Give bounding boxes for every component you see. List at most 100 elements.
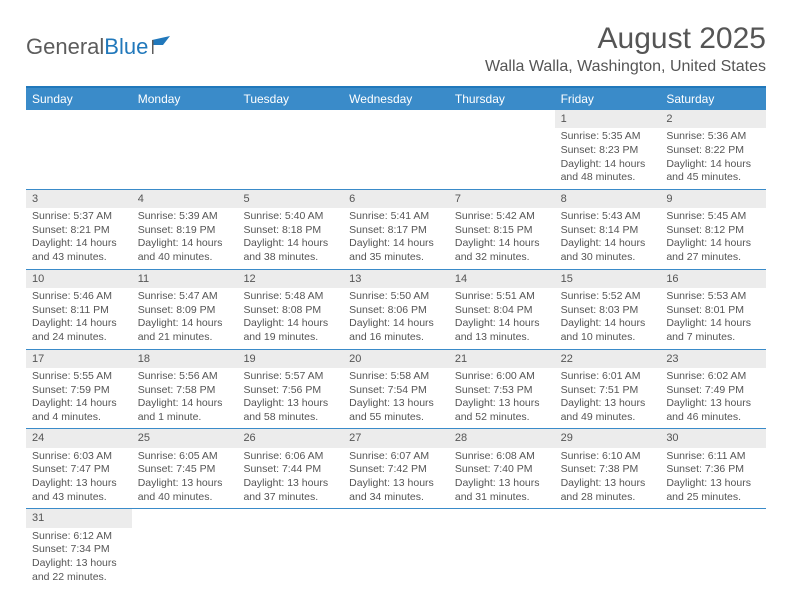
day-line: Sunrise: 5:43 AM <box>561 210 655 224</box>
day-line: Daylight: 13 hours <box>455 397 549 411</box>
day-line: Sunrise: 5:57 AM <box>243 370 337 384</box>
day-line: Sunrise: 5:53 AM <box>666 290 760 304</box>
day-content <box>449 128 555 134</box>
day-line: and 27 minutes. <box>666 251 760 265</box>
day-line: Sunrise: 5:41 AM <box>349 210 443 224</box>
day-line: Daylight: 13 hours <box>32 557 126 571</box>
day-number: 10 <box>26 270 132 288</box>
day-header-cell: Wednesday <box>343 88 449 110</box>
day-line: Sunrise: 6:06 AM <box>243 450 337 464</box>
day-line: Daylight: 14 hours <box>138 397 232 411</box>
day-number: 6 <box>343 190 449 208</box>
day-line: Sunset: 8:23 PM <box>561 144 655 158</box>
day-line: Sunrise: 5:47 AM <box>138 290 232 304</box>
day-content <box>237 128 343 134</box>
calendar-cell <box>555 509 661 588</box>
calendar-cell <box>449 509 555 588</box>
calendar-cell: 11Sunrise: 5:47 AMSunset: 8:09 PMDayligh… <box>132 270 238 349</box>
day-content: Sunrise: 6:03 AMSunset: 7:47 PMDaylight:… <box>26 448 132 509</box>
day-content: Sunrise: 5:35 AMSunset: 8:23 PMDaylight:… <box>555 128 661 189</box>
day-line: Sunrise: 6:12 AM <box>32 530 126 544</box>
calendar-cell: 3Sunrise: 5:37 AMSunset: 8:21 PMDaylight… <box>26 190 132 269</box>
calendar-cell: 16Sunrise: 5:53 AMSunset: 8:01 PMDayligh… <box>660 270 766 349</box>
day-number: 24 <box>26 429 132 447</box>
day-content: Sunrise: 5:50 AMSunset: 8:06 PMDaylight:… <box>343 288 449 349</box>
calendar-cell: 26Sunrise: 6:06 AMSunset: 7:44 PMDayligh… <box>237 429 343 508</box>
day-line: Daylight: 14 hours <box>561 317 655 331</box>
logo: GeneralBlue <box>26 34 174 60</box>
day-line: and 24 minutes. <box>32 331 126 345</box>
day-line: Daylight: 14 hours <box>455 317 549 331</box>
day-line: Sunset: 8:03 PM <box>561 304 655 318</box>
calendar-cell: 21Sunrise: 6:00 AMSunset: 7:53 PMDayligh… <box>449 350 555 429</box>
week-row: 24Sunrise: 6:03 AMSunset: 7:47 PMDayligh… <box>26 429 766 509</box>
day-line: Sunrise: 5:45 AM <box>666 210 760 224</box>
day-line: Sunrise: 5:35 AM <box>561 130 655 144</box>
day-line: Sunset: 7:54 PM <box>349 384 443 398</box>
day-line: Sunset: 7:56 PM <box>243 384 337 398</box>
day-content: Sunrise: 5:46 AMSunset: 8:11 PMDaylight:… <box>26 288 132 349</box>
calendar-cell: 24Sunrise: 6:03 AMSunset: 7:47 PMDayligh… <box>26 429 132 508</box>
day-line: Sunrise: 6:07 AM <box>349 450 443 464</box>
day-line: Daylight: 14 hours <box>32 317 126 331</box>
day-line: and 1 minute. <box>138 411 232 425</box>
day-number: 14 <box>449 270 555 288</box>
day-content <box>237 528 343 534</box>
day-number: 30 <box>660 429 766 447</box>
logo-text-2: Blue <box>104 34 148 60</box>
day-line: and 16 minutes. <box>349 331 443 345</box>
logo-text-1: General <box>26 34 104 60</box>
day-content: Sunrise: 5:45 AMSunset: 8:12 PMDaylight:… <box>660 208 766 269</box>
day-header-cell: Monday <box>132 88 238 110</box>
day-line: Sunrise: 6:10 AM <box>561 450 655 464</box>
day-line: and 31 minutes. <box>455 491 549 505</box>
day-content: Sunrise: 5:55 AMSunset: 7:59 PMDaylight:… <box>26 368 132 429</box>
day-line: Sunset: 8:01 PM <box>666 304 760 318</box>
day-line: Sunrise: 6:00 AM <box>455 370 549 384</box>
day-content: Sunrise: 5:58 AMSunset: 7:54 PMDaylight:… <box>343 368 449 429</box>
day-line: Sunset: 7:38 PM <box>561 463 655 477</box>
day-content: Sunrise: 6:07 AMSunset: 7:42 PMDaylight:… <box>343 448 449 509</box>
calendar-cell: 7Sunrise: 5:42 AMSunset: 8:15 PMDaylight… <box>449 190 555 269</box>
calendar-cell: 15Sunrise: 5:52 AMSunset: 8:03 PMDayligh… <box>555 270 661 349</box>
calendar-cell: 8Sunrise: 5:43 AMSunset: 8:14 PMDaylight… <box>555 190 661 269</box>
day-content <box>660 528 766 534</box>
day-content: Sunrise: 5:43 AMSunset: 8:14 PMDaylight:… <box>555 208 661 269</box>
day-line: Daylight: 13 hours <box>561 397 655 411</box>
calendar-cell: 9Sunrise: 5:45 AMSunset: 8:12 PMDaylight… <box>660 190 766 269</box>
day-line: Sunrise: 5:40 AM <box>243 210 337 224</box>
day-content: Sunrise: 6:02 AMSunset: 7:49 PMDaylight:… <box>660 368 766 429</box>
day-content: Sunrise: 6:10 AMSunset: 7:38 PMDaylight:… <box>555 448 661 509</box>
day-content: Sunrise: 5:40 AMSunset: 8:18 PMDaylight:… <box>237 208 343 269</box>
day-line: Daylight: 14 hours <box>666 158 760 172</box>
day-header-row: SundayMondayTuesdayWednesdayThursdayFrid… <box>26 88 766 110</box>
day-line: Sunrise: 5:58 AM <box>349 370 443 384</box>
day-line: Sunset: 7:45 PM <box>138 463 232 477</box>
day-number: 16 <box>660 270 766 288</box>
day-number <box>660 509 766 527</box>
day-line: and 55 minutes. <box>349 411 443 425</box>
day-content: Sunrise: 5:48 AMSunset: 8:08 PMDaylight:… <box>237 288 343 349</box>
day-line: Daylight: 13 hours <box>666 477 760 491</box>
day-line: Sunset: 8:04 PM <box>455 304 549 318</box>
day-line: Daylight: 13 hours <box>455 477 549 491</box>
day-number: 20 <box>343 350 449 368</box>
calendar-cell: 31Sunrise: 6:12 AMSunset: 7:34 PMDayligh… <box>26 509 132 588</box>
day-line: Sunrise: 6:08 AM <box>455 450 549 464</box>
day-number <box>343 110 449 128</box>
day-line: and 43 minutes. <box>32 491 126 505</box>
day-number: 1 <box>555 110 661 128</box>
day-line: Daylight: 14 hours <box>561 158 655 172</box>
day-content: Sunrise: 6:01 AMSunset: 7:51 PMDaylight:… <box>555 368 661 429</box>
day-content <box>132 528 238 534</box>
flag-icon <box>152 36 174 54</box>
header: GeneralBlue August 2025 Walla Walla, Was… <box>26 22 766 76</box>
day-header-cell: Friday <box>555 88 661 110</box>
day-line: Sunrise: 5:42 AM <box>455 210 549 224</box>
day-number <box>132 110 238 128</box>
calendar-cell: 25Sunrise: 6:05 AMSunset: 7:45 PMDayligh… <box>132 429 238 508</box>
day-number: 25 <box>132 429 238 447</box>
calendar-cell <box>132 110 238 189</box>
day-line: Sunset: 7:59 PM <box>32 384 126 398</box>
day-number: 13 <box>343 270 449 288</box>
